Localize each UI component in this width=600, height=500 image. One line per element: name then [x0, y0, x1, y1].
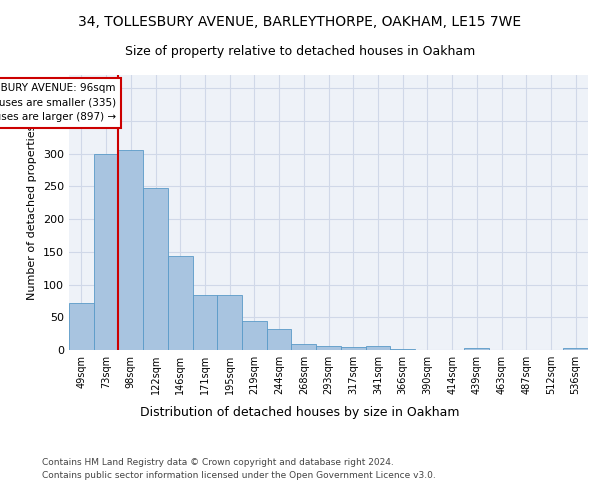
Bar — [168, 256, 193, 350]
Text: 34, TOLLESBURY AVENUE, BARLEYTHORPE, OAKHAM, LE15 7WE: 34, TOLLESBURY AVENUE, BARLEYTHORPE, OAK… — [79, 15, 521, 29]
Text: 34 TOLLESBURY AVENUE: 96sqm
← 27% of detached houses are smaller (335)
72% of se: 34 TOLLESBURY AVENUE: 96sqm ← 27% of det… — [0, 83, 116, 122]
Text: Contains HM Land Registry data © Crown copyright and database right 2024.: Contains HM Land Registry data © Crown c… — [42, 458, 394, 467]
Bar — [118, 150, 143, 350]
Bar — [563, 348, 588, 350]
Bar — [143, 188, 168, 350]
Bar — [390, 348, 415, 350]
Bar — [193, 295, 217, 350]
Bar — [365, 346, 390, 350]
Text: Distribution of detached houses by size in Oakham: Distribution of detached houses by size … — [140, 406, 460, 419]
Bar — [464, 348, 489, 350]
Text: Contains public sector information licensed under the Open Government Licence v3: Contains public sector information licen… — [42, 472, 436, 480]
Bar — [267, 329, 292, 350]
Bar — [292, 344, 316, 350]
Bar — [217, 295, 242, 350]
Bar — [69, 303, 94, 350]
Bar — [94, 154, 118, 350]
Bar — [316, 346, 341, 350]
Bar — [242, 320, 267, 350]
Y-axis label: Number of detached properties: Number of detached properties — [28, 125, 37, 300]
Bar — [341, 346, 365, 350]
Text: Size of property relative to detached houses in Oakham: Size of property relative to detached ho… — [125, 45, 475, 58]
